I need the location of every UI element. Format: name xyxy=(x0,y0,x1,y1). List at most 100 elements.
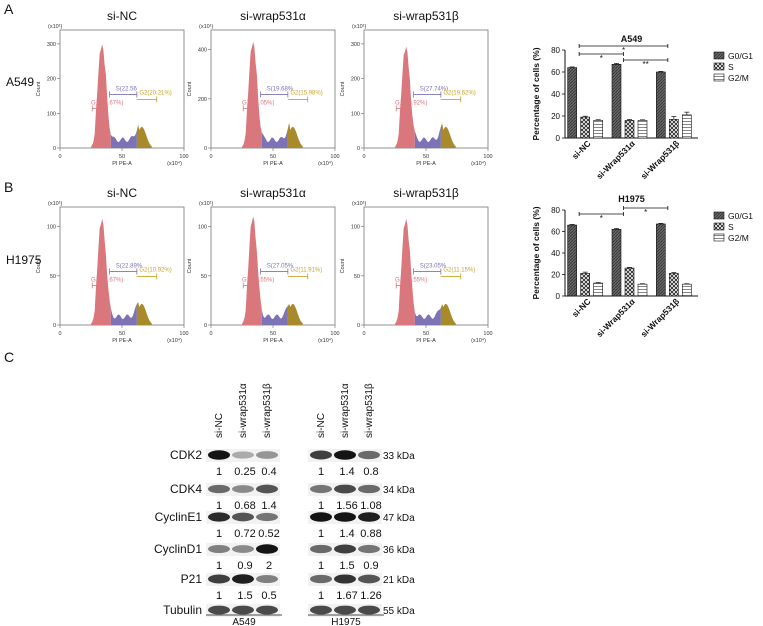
quant-value: 0.9 xyxy=(363,560,378,572)
g1-peak xyxy=(395,218,415,325)
y-tick-label: 400 xyxy=(198,48,207,54)
flow-title: si-wrap531α xyxy=(240,9,306,23)
y-tick-label: 200 xyxy=(351,77,360,83)
quant-value: 1.08 xyxy=(360,500,381,512)
x-axis-label: PI PE-A xyxy=(263,338,283,344)
x-tick-label: 0 xyxy=(362,154,365,160)
s-label: S(27.05% xyxy=(267,263,294,269)
flow-title: si-wrap531α xyxy=(240,186,306,200)
quant-value: 0.72 xyxy=(234,528,255,540)
band xyxy=(256,605,278,615)
legend-swatch xyxy=(713,62,725,71)
sig-label: * xyxy=(600,214,603,223)
band xyxy=(358,512,380,522)
g2-label: G2(19.62%) xyxy=(443,90,475,96)
row-label-h1975: H1975 xyxy=(6,253,42,267)
s-phase-area xyxy=(110,303,137,325)
x-unit: (x10⁴) xyxy=(167,337,182,344)
bar-G0/G1-si-NC xyxy=(567,67,577,139)
quant-value: 1 xyxy=(318,560,324,572)
quant-value: 1 xyxy=(216,500,222,512)
lane-label: si-NC xyxy=(316,413,327,438)
plot-frame xyxy=(363,206,489,326)
blot-row-label: CyclinD1 xyxy=(154,542,202,556)
x-axis-label: PI PE-A xyxy=(112,338,132,344)
kda-label: 36 kDa xyxy=(383,545,415,556)
band xyxy=(256,451,278,459)
y-tick-label: 0 xyxy=(53,323,56,329)
quant-value: 1.26 xyxy=(360,590,381,602)
s-label: S(22.89% xyxy=(116,263,143,269)
legend-label: G2/M xyxy=(728,73,749,83)
quant-value: 1.5 xyxy=(237,590,252,602)
x-tick-label: 100 xyxy=(483,331,492,337)
bar-S-si-NC xyxy=(580,116,590,139)
x-axis-label: PI PE-A xyxy=(416,338,436,344)
band xyxy=(256,575,278,583)
quant-value: 1.5 xyxy=(339,560,354,572)
flow-plot-A549-0: si-NC 0 100 200 300 (x10¹) Count 0 50 100 PI PE-A (… xyxy=(36,9,189,167)
y-tick-label: 0 xyxy=(357,146,360,152)
flow-plot-H1975-1: si-wrap531α 0 50 100 (x10¹) Count 0 50 100 PI PE-… xyxy=(187,186,340,344)
panel-label-a: A xyxy=(4,1,14,17)
g1-peak xyxy=(91,44,111,149)
quant-value: 1 xyxy=(216,466,222,478)
category-label: si-Wrap531α xyxy=(594,138,637,181)
x-tick-label: 50 xyxy=(423,331,429,337)
chart-title: A549 xyxy=(621,34,643,44)
g2-label: G2(10.92%) xyxy=(139,267,171,273)
y-tick-label: 50 xyxy=(201,274,207,280)
band xyxy=(334,484,356,494)
quant-value: 0.68 xyxy=(234,500,255,512)
lane-label: si-NC xyxy=(214,413,225,438)
g2-peak xyxy=(287,303,303,325)
g1-peak xyxy=(242,41,262,148)
band xyxy=(310,484,332,494)
legend-swatch xyxy=(713,51,725,60)
g1-label: G1(60.92%) xyxy=(395,100,427,106)
y-unit: (x10¹) xyxy=(48,24,63,30)
y-tick-label: 0 xyxy=(556,134,561,143)
y-tick-label: 50 xyxy=(354,274,360,280)
y-tick-label: 0 xyxy=(53,146,56,152)
bar-G2/M-si-Wrap531β xyxy=(682,114,692,139)
band xyxy=(358,574,380,584)
y-tick-label: 0 xyxy=(204,323,207,329)
band xyxy=(232,605,254,615)
y-tick-label: 20 xyxy=(551,271,560,280)
x-tick-label: 50 xyxy=(270,154,276,160)
band xyxy=(232,545,254,553)
y-tick-label: 100 xyxy=(351,111,360,117)
y-tick-label: 300 xyxy=(47,42,56,48)
lane-label: si-wrap531α xyxy=(238,383,249,438)
quant-value: 1.4 xyxy=(339,528,354,540)
y-tick-label: 60 xyxy=(551,228,560,237)
y-axis-label: Count xyxy=(36,81,42,96)
flow-plot-A549-1: si-wrap531α 0 200 400 (x10¹) Count 0 50 100 PI PE… xyxy=(187,9,340,167)
x-tick-label: 0 xyxy=(362,331,365,337)
band xyxy=(208,512,230,522)
bar-S-si-NC xyxy=(580,273,590,297)
y-tick-label: 0 xyxy=(357,323,360,329)
lane-label: si-wrap531β xyxy=(364,383,375,438)
legend-label: G2/M xyxy=(728,233,749,243)
band xyxy=(358,544,380,554)
band xyxy=(310,450,332,460)
g1-peak xyxy=(395,46,415,148)
sig-label: * xyxy=(622,46,625,55)
y-tick-label: 200 xyxy=(47,77,56,83)
x-tick-label: 100 xyxy=(179,154,188,160)
sig-label: * xyxy=(600,54,603,63)
flow-title: si-wrap531β xyxy=(393,9,459,23)
kda-label: 47 kDa xyxy=(383,513,415,524)
y-tick-label: 20 xyxy=(551,112,560,121)
g1-label: G1(62.55%) xyxy=(242,277,274,283)
y-tick-label: 100 xyxy=(351,225,360,231)
quant-value: 0.8 xyxy=(363,466,378,478)
g1-peak xyxy=(91,218,111,325)
x-unit: (x10⁴) xyxy=(471,337,486,344)
x-tick-label: 100 xyxy=(483,154,492,160)
x-unit: (x10⁴) xyxy=(318,160,333,167)
band xyxy=(358,605,380,615)
